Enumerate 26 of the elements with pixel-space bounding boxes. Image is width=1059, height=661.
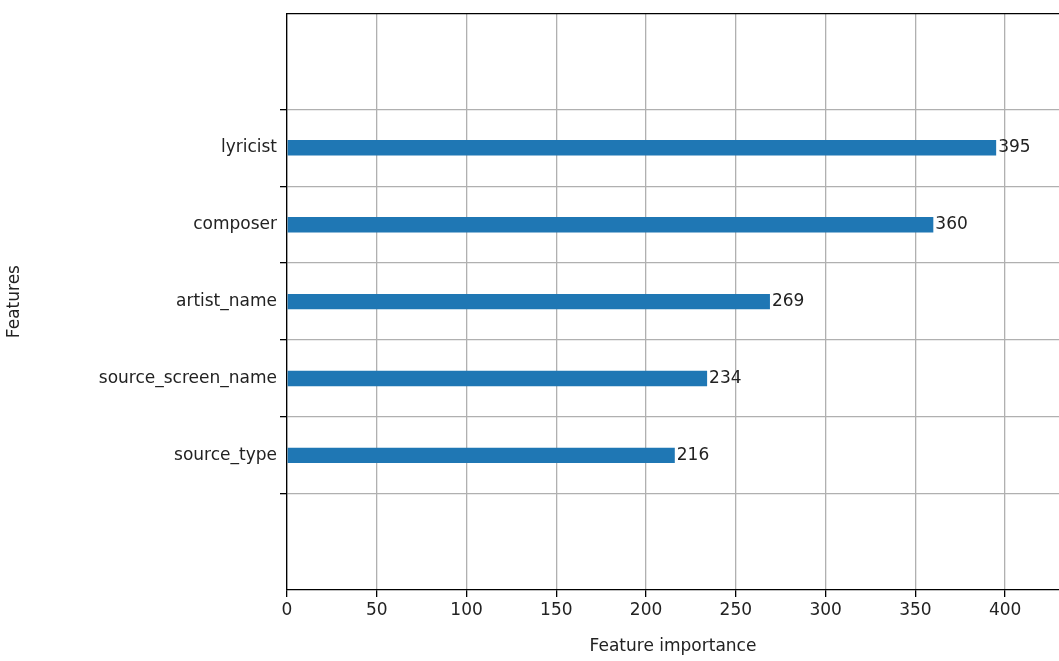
bar — [287, 140, 997, 156]
x-tick-label: 100 — [450, 598, 483, 619]
bar — [287, 370, 708, 387]
y-tick-label: composer — [193, 213, 277, 234]
y-tick-label: artist_name — [175, 290, 277, 312]
data-label: 269 — [771, 290, 805, 311]
y-tick-label: source_screen_name — [98, 366, 277, 388]
data-label: 360 — [935, 213, 968, 234]
data-label: 216 — [676, 443, 710, 464]
x-tick-label: 50 — [365, 598, 388, 619]
bar — [287, 293, 770, 310]
y-axis-title: Features — [2, 264, 23, 339]
bar — [287, 217, 934, 233]
x-tick-label: 350 — [899, 598, 932, 619]
x-tick-label: 150 — [540, 598, 573, 619]
bar — [287, 447, 675, 464]
y-tick-label: source_type — [174, 443, 277, 465]
data-label: 234 — [709, 366, 742, 387]
y-tick-label: lyricist — [220, 136, 278, 157]
x-tick-label: 300 — [809, 598, 842, 619]
data-label: 395 — [998, 136, 1031, 157]
x-tick-label: 250 — [719, 598, 753, 619]
x-tick-label: 0 — [281, 598, 293, 619]
x-tick-label: 200 — [629, 598, 663, 619]
x-tick-label: 400 — [988, 598, 1022, 619]
x-axis-title: Feature importance — [589, 635, 757, 656]
